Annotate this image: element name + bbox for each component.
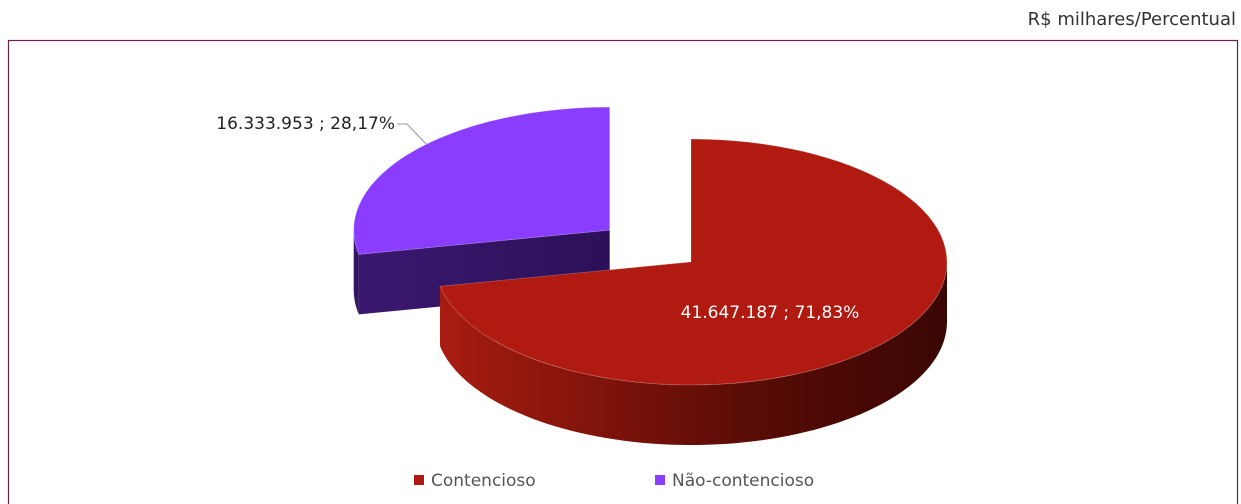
data-label: 16.333.953 ; 28,17%: [216, 114, 395, 134]
pie: [353, 106, 948, 445]
leader-line: [397, 123, 431, 149]
slice-wall: [440, 262, 947, 445]
legend-swatch: [414, 475, 424, 485]
frame: [7, 39, 1239, 504]
legend-label: Contencioso: [431, 471, 536, 491]
data-label: 41.647.187 ; 71,83%: [681, 303, 860, 323]
legend-swatch: [655, 475, 665, 485]
slice-top: [439, 138, 948, 386]
slice-top: [353, 106, 611, 255]
legend: Contencioso Não-contencioso: [414, 471, 814, 491]
subtitle: R$ milhares/Percentual: [1028, 9, 1236, 30]
slice-wall: [353, 230, 359, 315]
legend-label: Não-contencioso: [672, 471, 814, 491]
slice: [439, 138, 948, 445]
